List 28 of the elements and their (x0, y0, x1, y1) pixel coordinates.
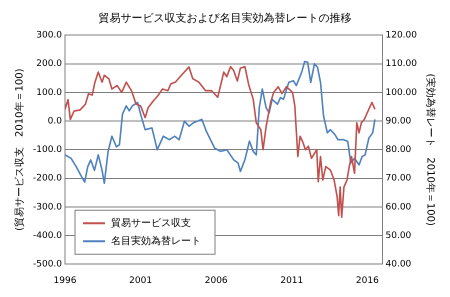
y-tick-label: -500.0 (32, 260, 62, 270)
y-axis-title: (貿易サービス収支 2010年＝100) (14, 68, 26, 231)
y2-tick-label: 70.00 (386, 174, 412, 184)
y2-tick-label: 80.00 (386, 145, 412, 156)
y-tick-label: 300.0 (36, 30, 62, 41)
y-tick-label: -400.0 (32, 230, 62, 241)
y-tick-label: 0.0 (48, 116, 62, 126)
y2-tick-label: 90.00 (386, 116, 412, 126)
y-tick-label: 200.0 (36, 59, 62, 70)
x-tick-label: 1996 (54, 276, 77, 286)
x-tick-label: 2011 (280, 276, 304, 286)
y-tick-label: 100.0 (36, 88, 62, 98)
y-tick-label: -100.0 (32, 145, 62, 156)
y2-tick-label: 100.00 (386, 88, 418, 98)
y2-tick-label: 120.00 (386, 30, 418, 41)
y2-tick-label: 60.00 (386, 202, 412, 212)
y-tick-label: -300.0 (32, 202, 62, 212)
y2-tick-label: 110.00 (386, 59, 418, 70)
x-tick-label: 2001 (129, 276, 152, 286)
y2-tick-label: 50.00 (386, 230, 412, 241)
x-tick-label: 2006 (204, 276, 228, 286)
y2-tick-label: 40.00 (386, 260, 412, 270)
y-tick-label: -200.0 (32, 174, 62, 184)
x-tick-label: 2016 (356, 276, 380, 286)
y2-axis-title: (実効為替レート 2010年＝100) (424, 74, 436, 226)
chart-title: 貿易サービス収支および名目実効為替レートの推移 (98, 11, 352, 24)
legend-label: 貿易サービス収支 (111, 216, 192, 229)
legend-label: 名目実効為替レート (111, 234, 202, 247)
